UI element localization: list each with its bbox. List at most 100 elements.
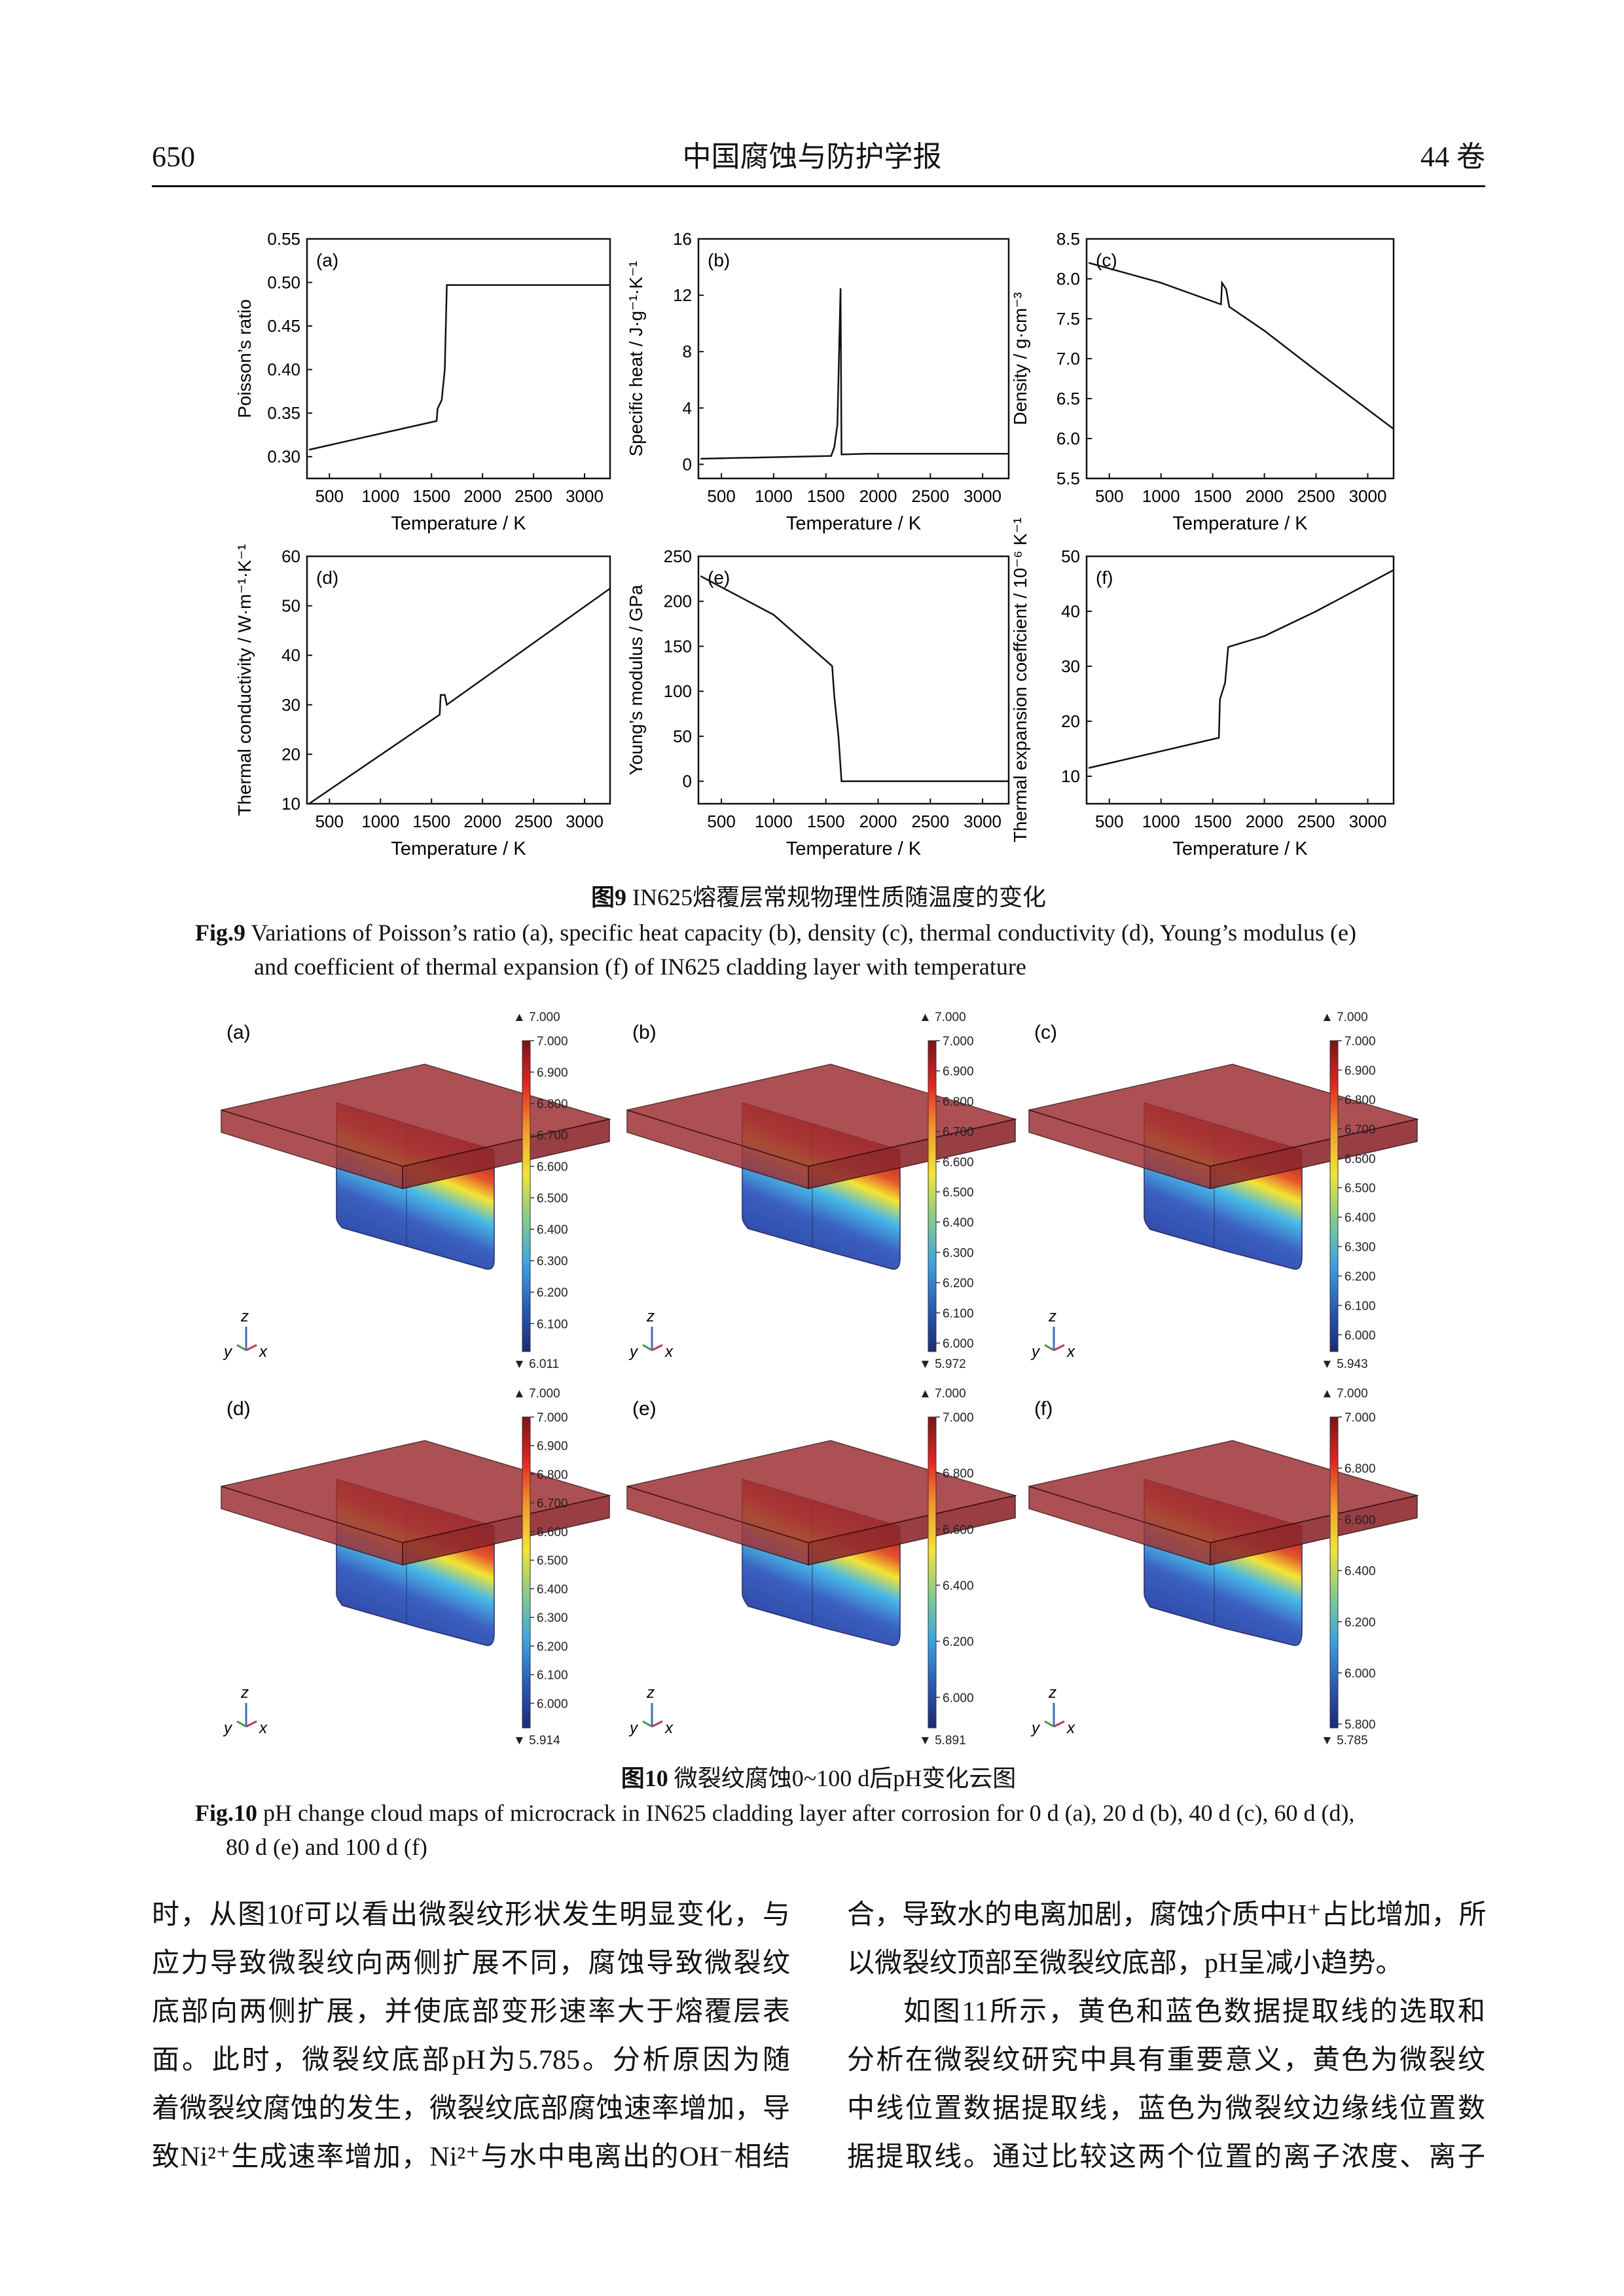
x-tick-label: 500 — [316, 812, 344, 831]
panel-label: (d) — [226, 1398, 251, 1420]
y-axis-label: y — [628, 1343, 639, 1361]
y-tick-label: 250 — [664, 547, 692, 566]
slab-edge — [1028, 1486, 1418, 1543]
header-rule — [152, 185, 1485, 187]
x-axis-label: Temperature / K — [391, 838, 526, 859]
y-axis-arrow — [236, 1344, 247, 1352]
y-tick-label: 40 — [1061, 601, 1080, 621]
x-tick-label: 1500 — [1194, 812, 1232, 831]
x-axis-arrow — [1053, 1344, 1065, 1352]
x-axis-arrow — [651, 1720, 663, 1728]
plot-frame — [697, 555, 1010, 805]
y-tick-label: 30 — [1061, 656, 1080, 676]
y-tick-label: 10 — [281, 794, 300, 814]
panel-label: (b) — [708, 250, 730, 270]
z-axis-label: z — [1048, 1684, 1056, 1702]
colorbar-tick-label: 6.800 — [943, 1467, 974, 1481]
caption-label: 图9 — [590, 884, 626, 910]
x-tick-label: 2000 — [859, 812, 897, 831]
colorbar-tick-label: 7.000 — [943, 1411, 974, 1425]
y-tick-label: 0.40 — [267, 360, 300, 380]
y-tick-label: 100 — [664, 681, 692, 701]
colorbar-tick-label: 7.000 — [1344, 1035, 1376, 1049]
colorbar-max-label: ▲ 7.000 — [1321, 1011, 1368, 1024]
colorbar-tick-label: 6.100 — [537, 1669, 568, 1683]
body-line: 分析在微裂纹研究中具有重要意义，黄色为微裂纹 — [847, 2045, 1485, 2075]
colorbar-tick-label: 6.700 — [943, 1126, 974, 1139]
y-tick-label: 0 — [683, 454, 692, 474]
colorbar-tick-label: 6.200 — [537, 1286, 568, 1300]
z-axis-label: z — [240, 1684, 249, 1702]
slab-edge — [221, 1109, 610, 1167]
panel-label: (e) — [708, 567, 730, 588]
x-tick-label: 2500 — [1297, 486, 1335, 506]
colorbar-max-label: ▲ 7.000 — [1321, 1387, 1368, 1401]
colorbar-tick-label: 6.200 — [943, 1277, 974, 1291]
ph-map-panel: (d) 7.000 6.900 6.800 6.700 6.600 6.500 6.400 6.… — [221, 1387, 611, 1748]
axis-triad-icon: z y x — [223, 1308, 268, 1361]
colorbar-tick-label: 6.500 — [537, 1554, 568, 1568]
x-axis-label: Temperature / K — [391, 513, 526, 534]
axis-triad-icon: z y x — [628, 1308, 674, 1361]
colorbar-tick-label: 6.800 — [537, 1468, 568, 1482]
figure-10-caption-en-cont: 80 d (e) and 100 d (f) — [226, 1834, 427, 1860]
body-line: 底部向两侧扩展，并使底部变形速率大于熔覆层表 — [152, 1997, 790, 2027]
plot-frame — [697, 238, 1010, 480]
caption-text: Variations of Poisson’s ratio (a), speci… — [251, 920, 1356, 946]
slab-edge — [1028, 1109, 1418, 1167]
colorbar-tick-label: 6.500 — [943, 1186, 974, 1200]
x-tick-label: 1000 — [361, 486, 399, 506]
plot-frame — [1085, 555, 1395, 805]
colorbar-min-label: ▼ 5.972 — [919, 1357, 966, 1371]
x-axis-label: x — [1066, 1343, 1075, 1361]
colorbar-tick-label: 7.000 — [537, 1411, 568, 1425]
y-tick-label: 20 — [1061, 711, 1080, 731]
colorbar-tick-label: 6.700 — [537, 1129, 568, 1143]
colorbar-tick-label: 6.400 — [537, 1583, 568, 1596]
y-axis-label: y — [1030, 1719, 1041, 1737]
chart-panel: 500 1000 1500 2000 2500 3000 5.5 6.0 6.5 7.0 7.5 8.… — [1010, 229, 1395, 534]
body-line: 以微裂纹顶部至微裂纹底部，pH呈减小趋势。 — [847, 1948, 1403, 1979]
y-tick-label: 8.0 — [1056, 269, 1080, 289]
figure-10-ph-maps: (a) 7.000 6.900 6.800 6.700 6.600 6.500 6.400 6.… — [221, 1011, 1419, 1748]
colorbar-min-label: ▼ 5.785 — [1321, 1734, 1368, 1748]
chart-panel: 500 1000 1500 2000 2500 3000 0 50 100 150 200 250 Te… — [626, 547, 1010, 859]
y-axis-arrow — [236, 1720, 247, 1728]
panel-label: (a) — [226, 1022, 251, 1043]
y-tick-label: 30 — [281, 695, 300, 715]
colorbar-tick-label: 6.900 — [1344, 1064, 1376, 1078]
x-tick-label: 2500 — [911, 486, 949, 506]
y-tick-label: 0 — [683, 772, 692, 791]
plot-frame — [306, 555, 611, 805]
colorbar-tick-label: 6.000 — [1344, 1667, 1376, 1681]
y-tick-label: 50 — [1061, 547, 1080, 566]
colorbar-tick-label: 6.300 — [943, 1246, 974, 1260]
y-tick-label: 4 — [683, 398, 692, 418]
colorbar-tick-label: 6.200 — [537, 1640, 568, 1654]
y-tick-label: 0.50 — [267, 273, 300, 293]
caption-text: 微裂纹腐蚀0~100 d后pH变化云图 — [674, 1765, 1017, 1791]
colorbar-tick-label: 6.300 — [537, 1255, 568, 1268]
caption-text: IN625熔覆层常规物理性质随温度的变化 — [632, 884, 1046, 910]
z-axis-label: z — [240, 1308, 249, 1325]
y-axis-label: Density / g·cm⁻³ — [1010, 292, 1030, 425]
colorbar-tick-label: 6.800 — [1344, 1462, 1376, 1476]
figure-10-caption-cn: 图10 微裂纹腐蚀0~100 d后pH变化云图 — [152, 1762, 1485, 1795]
colorbar-tick-label: 7.000 — [1344, 1411, 1376, 1425]
colorbar-tick-label: 6.200 — [1344, 1270, 1376, 1284]
colorbar-min-label: ▼ 5.914 — [513, 1734, 560, 1748]
y-axis-arrow — [642, 1344, 653, 1352]
y-tick-label: 5.5 — [1056, 469, 1080, 488]
colorbar-tick-label: 6.000 — [943, 1337, 974, 1351]
body-line: 中线位置数据提取线，蓝色为微裂纹边缘线位置数 — [847, 2094, 1485, 2124]
x-axis-label: x — [259, 1343, 268, 1361]
colorbar-max-label: ▲ 7.000 — [513, 1011, 560, 1024]
x-tick-label: 3000 — [1349, 812, 1387, 831]
colorbar-tick-label: 6.000 — [1344, 1329, 1376, 1342]
body-line: 面。此时，微裂纹底部pH为5.785。分析原因为随 — [152, 2045, 790, 2075]
y-axis-arrow — [642, 1720, 653, 1728]
colorbar-tick-label: 6.400 — [943, 1579, 974, 1593]
caption-text: pH change cloud maps of microcrack in IN… — [263, 1800, 1355, 1826]
colorbar-tick-label: 6.600 — [943, 1523, 974, 1537]
data-line — [700, 288, 1009, 460]
